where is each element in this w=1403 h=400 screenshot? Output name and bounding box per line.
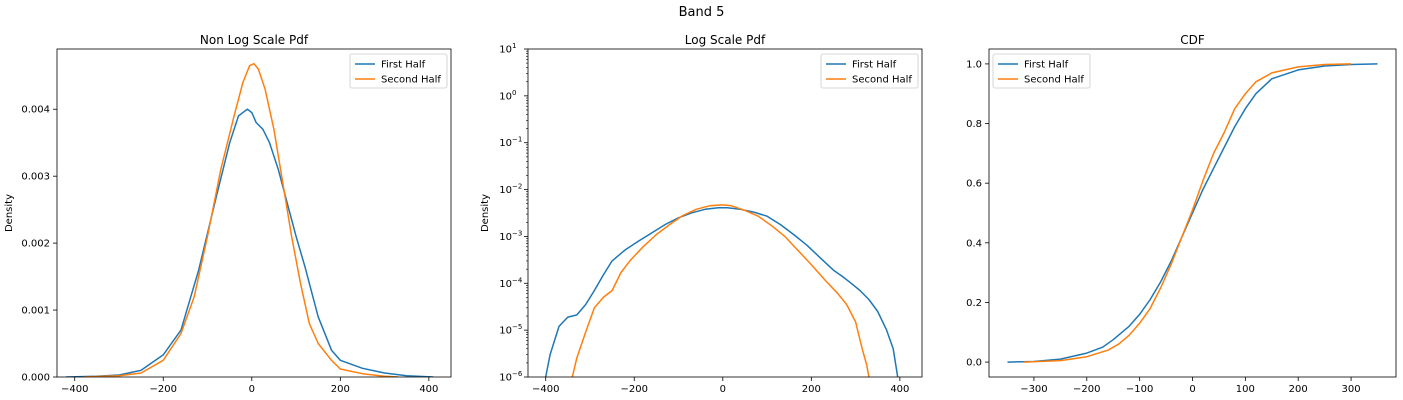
x-tick-label: 200 bbox=[1289, 384, 1308, 395]
y-tick-label: 10 bbox=[499, 45, 512, 56]
x-tick-label: 0 bbox=[249, 384, 255, 395]
y-tick-exponent: −5 bbox=[512, 323, 522, 331]
y-tick-label: 0.000 bbox=[21, 373, 50, 384]
axes-frame bbox=[56, 48, 452, 378]
y-tick-label: 10 bbox=[499, 185, 512, 196]
chart-title: CDF bbox=[1180, 33, 1205, 47]
x-tick-label: 100 bbox=[1236, 384, 1255, 395]
y-tick-exponent: −2 bbox=[512, 183, 522, 191]
series-line-first-half bbox=[544, 206, 899, 377]
x-tick-label: 0 bbox=[1189, 384, 1195, 395]
y-tick-label: 0.4 bbox=[966, 238, 982, 249]
x-tick-label: −200 bbox=[1073, 384, 1100, 395]
x-tick-label: 0 bbox=[720, 384, 726, 395]
y-tick-label: 0.001 bbox=[21, 306, 50, 317]
y-tick-exponent: −3 bbox=[512, 229, 522, 237]
y-tick-label: 10 bbox=[499, 373, 512, 384]
x-tick-label: −200 bbox=[621, 384, 648, 395]
chart-1: −400 −200 0 200 400 0.000 0.001 0.002 0.003 0.004… bbox=[4, 33, 452, 395]
legend: First Half Second Half bbox=[992, 53, 1091, 89]
x-tick-label: −400 bbox=[61, 384, 88, 395]
chart-title: Log Scale Pdf bbox=[685, 33, 766, 47]
legend: First Half Second Half bbox=[820, 53, 919, 89]
series-line-second-half bbox=[83, 62, 398, 377]
figure-title: Band 5 bbox=[678, 5, 725, 20]
x-tick-label: 200 bbox=[331, 384, 350, 395]
y-tick-label: 0.8 bbox=[966, 119, 982, 130]
y-tick-label: 0.6 bbox=[966, 179, 982, 190]
x-tick-label: 200 bbox=[802, 384, 821, 395]
y-tick-exponent: −1 bbox=[512, 136, 522, 144]
legend: First Half Second Half bbox=[349, 53, 448, 89]
legend-label-first-half: First Half bbox=[1024, 60, 1069, 71]
y-axis-label: Density bbox=[4, 194, 15, 232]
legend-label-second-half: Second Half bbox=[1024, 75, 1084, 86]
x-tick-label: −300 bbox=[1020, 384, 1047, 395]
y-tick-label: 10 bbox=[499, 326, 512, 337]
y-tick-exponent: −6 bbox=[512, 370, 523, 378]
y-tick-exponent: −4 bbox=[512, 276, 523, 284]
series-line-second-half bbox=[1023, 63, 1352, 363]
series-line-second-half bbox=[571, 204, 870, 377]
series-line-first-half bbox=[1007, 63, 1378, 363]
legend-label-second-half: Second Half bbox=[852, 75, 912, 86]
y-tick-label: 10 bbox=[499, 232, 512, 243]
x-tick-label: 400 bbox=[419, 384, 438, 395]
chart-title: Non Log Scale Pdf bbox=[200, 33, 309, 47]
y-tick-label: 10 bbox=[499, 138, 512, 149]
x-tick-label: −200 bbox=[150, 384, 177, 395]
x-tick-label: −100 bbox=[1126, 384, 1153, 395]
y-tick-label: 1.0 bbox=[966, 59, 982, 70]
series-line-first-half bbox=[65, 108, 434, 377]
chart-3: −300 −200 −100 0 100 200 300 0.0 0.2 0.4 0.6 0.8 1.0… bbox=[966, 33, 1397, 395]
axes-frame bbox=[527, 48, 923, 378]
y-tick-label: 0.002 bbox=[21, 239, 50, 250]
x-tick-label: 400 bbox=[890, 384, 909, 395]
y-tick-label: 10 bbox=[499, 279, 512, 290]
legend-label-second-half: Second Half bbox=[381, 75, 441, 86]
x-tick-label: −400 bbox=[532, 384, 559, 395]
legend-label-first-half: First Half bbox=[852, 60, 897, 71]
y-tick-exponent: 0 bbox=[512, 89, 516, 97]
y-tick-label: 0.003 bbox=[21, 172, 50, 183]
y-tick-label: 10 bbox=[499, 91, 512, 102]
y-tick-label: 0.004 bbox=[21, 105, 50, 116]
x-tick-label: 300 bbox=[1342, 384, 1361, 395]
y-axis-label: Density bbox=[480, 194, 491, 232]
y-tick-label: 0.0 bbox=[966, 358, 982, 369]
legend-label-first-half: First Half bbox=[381, 60, 426, 71]
y-tick-exponent: 1 bbox=[512, 42, 516, 50]
y-tick-label: 0.2 bbox=[966, 298, 982, 309]
